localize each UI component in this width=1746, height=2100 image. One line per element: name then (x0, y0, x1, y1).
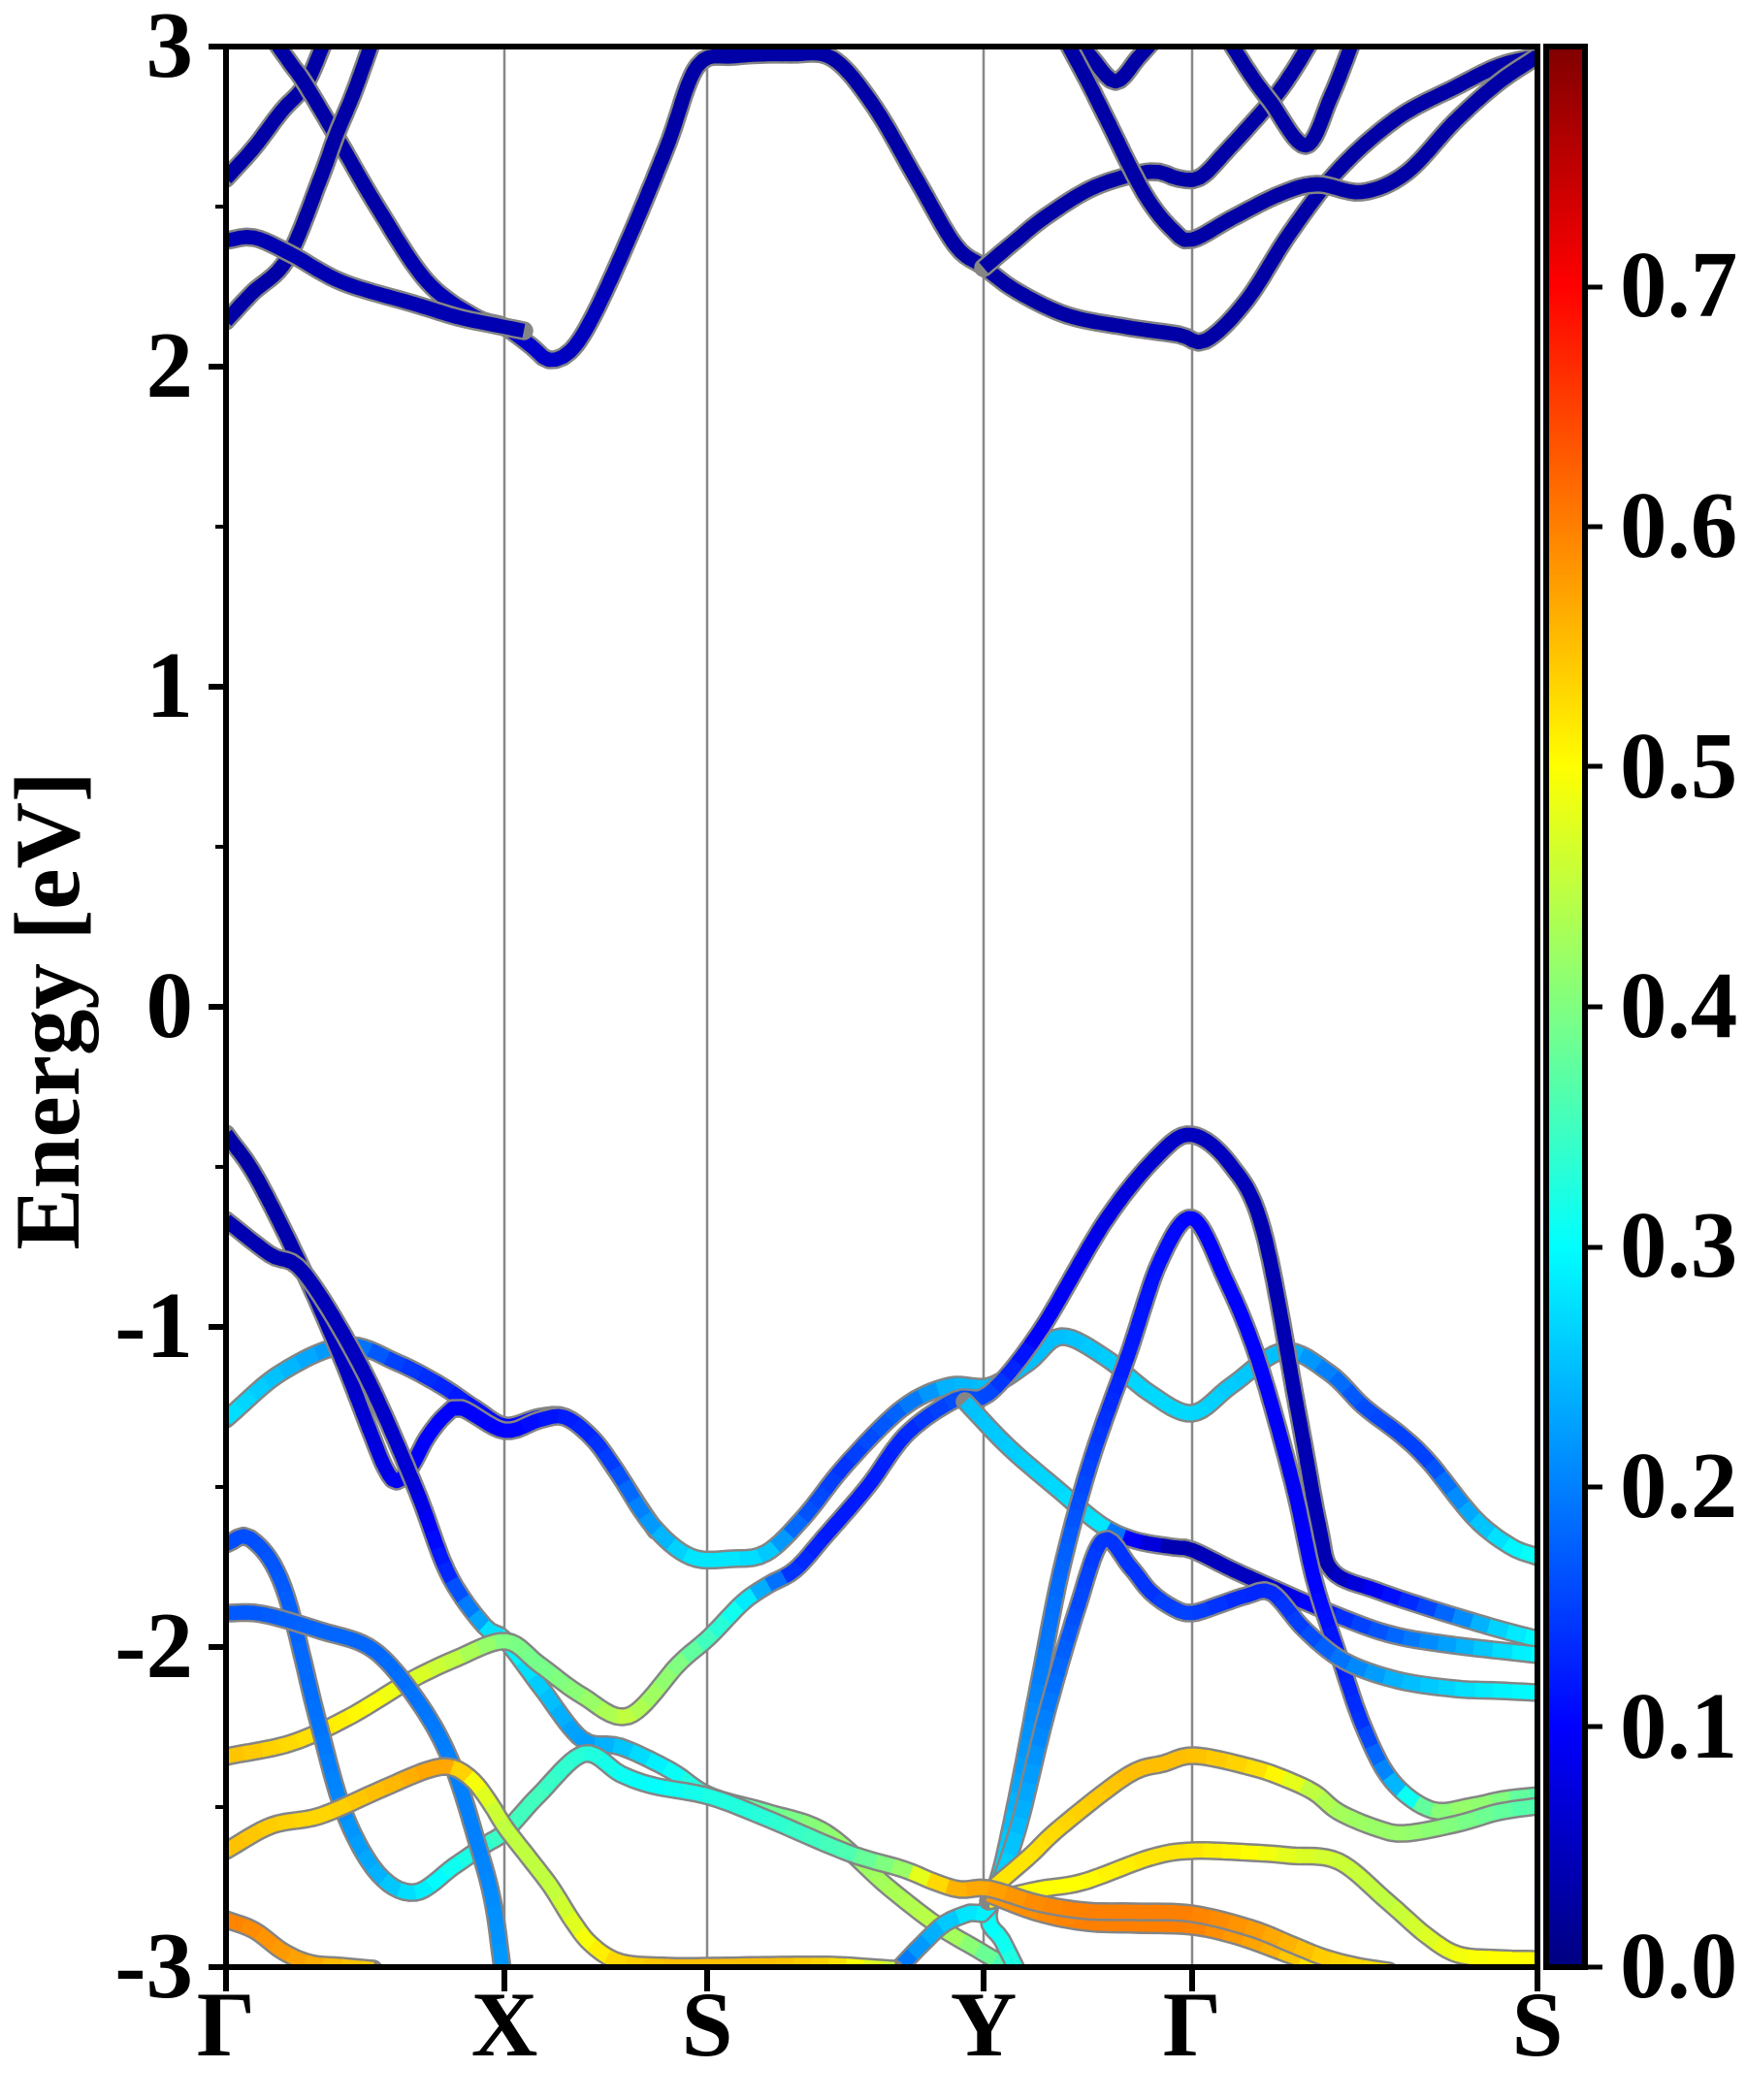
svg-text:0: 0 (146, 953, 194, 1057)
svg-text:2: 2 (146, 313, 194, 417)
svg-text:Energy [eV]: Energy [eV] (0, 771, 99, 1249)
svg-text:3: 3 (146, 0, 194, 97)
svg-text:S: S (1512, 1973, 1564, 2076)
svg-text:0.3: 0.3 (1620, 1193, 1737, 1297)
svg-text:Γ: Γ (197, 1973, 255, 2076)
svg-text:0.6: 0.6 (1620, 473, 1737, 577)
svg-text:Γ: Γ (1163, 1973, 1221, 2076)
svg-text:0.1: 0.1 (1620, 1674, 1737, 1778)
svg-text:Y: Y (951, 1973, 1018, 2076)
svg-text:0.4: 0.4 (1620, 953, 1737, 1057)
svg-text:1: 1 (146, 633, 194, 737)
svg-text:X: X (471, 1973, 538, 2076)
svg-text:-2: -2 (114, 1594, 193, 1697)
svg-text:-1: -1 (114, 1274, 193, 1377)
svg-text:S: S (682, 1973, 733, 2076)
svg-text:0.7: 0.7 (1620, 233, 1737, 337)
svg-text:-3: -3 (114, 1914, 193, 2018)
svg-text:0.5: 0.5 (1620, 714, 1737, 818)
svg-text:0.2: 0.2 (1620, 1434, 1737, 1537)
svg-text:0.0: 0.0 (1620, 1914, 1737, 2018)
